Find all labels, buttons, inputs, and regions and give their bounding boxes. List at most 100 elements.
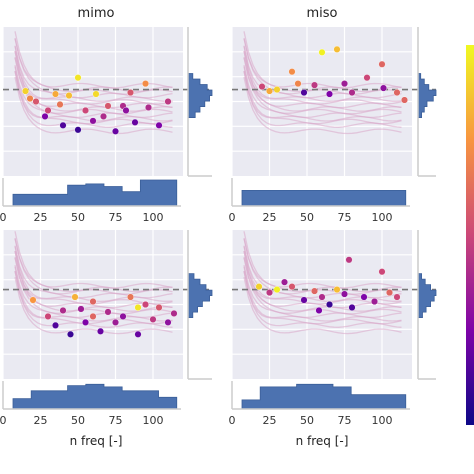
trajectory-line <box>14 257 173 315</box>
data-point <box>164 318 172 326</box>
data-point <box>65 92 73 100</box>
trajectory-line <box>14 50 173 105</box>
data-point <box>66 330 74 338</box>
data-point <box>345 256 353 264</box>
data-point <box>155 121 163 129</box>
x-tick-label: 0 <box>0 414 7 427</box>
data-point <box>32 97 40 105</box>
data-point <box>144 103 152 111</box>
data-point <box>59 121 67 129</box>
trajectory-line <box>243 271 402 325</box>
data-point <box>393 293 401 301</box>
data-point <box>300 296 308 304</box>
data-point <box>134 330 142 338</box>
data-point <box>281 278 289 286</box>
colorbar <box>466 45 474 425</box>
trajectory-line <box>14 231 173 289</box>
data-point <box>266 87 274 95</box>
data-point <box>288 68 296 76</box>
data-point <box>74 74 82 82</box>
trajectory-line <box>14 245 173 299</box>
x-histogram <box>241 190 407 207</box>
x-histogram <box>241 383 407 410</box>
data-point <box>149 315 157 323</box>
x-tick-label: 50 <box>300 414 314 427</box>
data-point <box>104 308 112 316</box>
data-point <box>52 90 60 98</box>
data-point <box>56 100 64 108</box>
panel-bottom-left: 0 25 50 75 100 <box>0 230 213 427</box>
x-tick-label: 75 <box>338 211 352 224</box>
data-point <box>386 289 394 297</box>
data-point <box>288 283 296 291</box>
data-point <box>92 90 100 98</box>
x-tick-label: 100 <box>143 414 164 427</box>
y-histogram <box>417 273 437 318</box>
xlabel-right: n freq [-] <box>296 434 349 448</box>
data-point <box>89 298 97 306</box>
data-point <box>134 303 142 311</box>
x-tick-label: 75 <box>109 211 123 224</box>
x-histogram <box>12 383 178 410</box>
data-point <box>266 289 274 297</box>
x-tick-label: 25 <box>34 211 48 224</box>
data-point <box>59 306 67 314</box>
panel-top-left: 0 25 50 75 100 <box>0 27 213 224</box>
data-point <box>111 318 119 326</box>
trajectory-line <box>243 231 402 289</box>
data-point <box>164 97 172 105</box>
title-miso: miso <box>306 6 337 21</box>
data-point <box>81 318 89 326</box>
x-tick-label: 75 <box>338 414 352 427</box>
data-point <box>333 286 341 294</box>
x-tick-label: 100 <box>372 414 393 427</box>
x-tick-label: 50 <box>71 414 85 427</box>
data-point <box>380 84 388 92</box>
data-point <box>44 106 52 114</box>
data-point <box>22 87 30 95</box>
data-point <box>258 83 266 91</box>
x-tick-label: 25 <box>34 414 48 427</box>
data-point <box>81 106 89 114</box>
data-point <box>126 293 134 301</box>
y-histogram <box>417 73 437 118</box>
data-point <box>77 305 85 313</box>
trajectory-line <box>14 64 173 119</box>
xlabel-left: n freq [-] <box>70 434 123 448</box>
x-tick-label: 0 <box>229 211 236 224</box>
data-point <box>41 112 49 120</box>
data-point <box>126 89 134 97</box>
data-point <box>273 286 281 294</box>
data-point <box>99 112 107 120</box>
title-mimo: mimo <box>78 6 115 21</box>
data-point <box>333 45 341 53</box>
data-point <box>96 327 104 335</box>
x-tick-label: 100 <box>143 211 164 224</box>
data-point <box>341 80 349 88</box>
data-point <box>122 106 130 114</box>
trajectory-line <box>243 64 402 119</box>
x-tick-label: 0 <box>0 211 7 224</box>
data-point <box>348 89 356 97</box>
data-point <box>52 321 60 329</box>
data-point <box>74 126 82 134</box>
data-point <box>26 95 34 103</box>
trajectory-line <box>14 271 173 325</box>
data-point <box>89 312 97 320</box>
data-point <box>378 60 386 68</box>
data-point <box>44 312 52 320</box>
x-tick-label: 25 <box>263 414 277 427</box>
colorbar-gradient <box>466 45 474 425</box>
trajectory-line <box>243 276 402 335</box>
x-tick-label: 50 <box>300 211 314 224</box>
data-point <box>119 312 127 320</box>
data-point <box>111 127 119 135</box>
trajectory-line <box>243 264 402 319</box>
data-point <box>131 118 139 126</box>
data-point <box>378 268 386 276</box>
x-tick-label: 50 <box>71 211 85 224</box>
x-tick-label: 25 <box>263 211 277 224</box>
y-histogram <box>187 73 213 118</box>
trajectory-line <box>243 31 402 89</box>
trajectory-line <box>243 257 402 315</box>
